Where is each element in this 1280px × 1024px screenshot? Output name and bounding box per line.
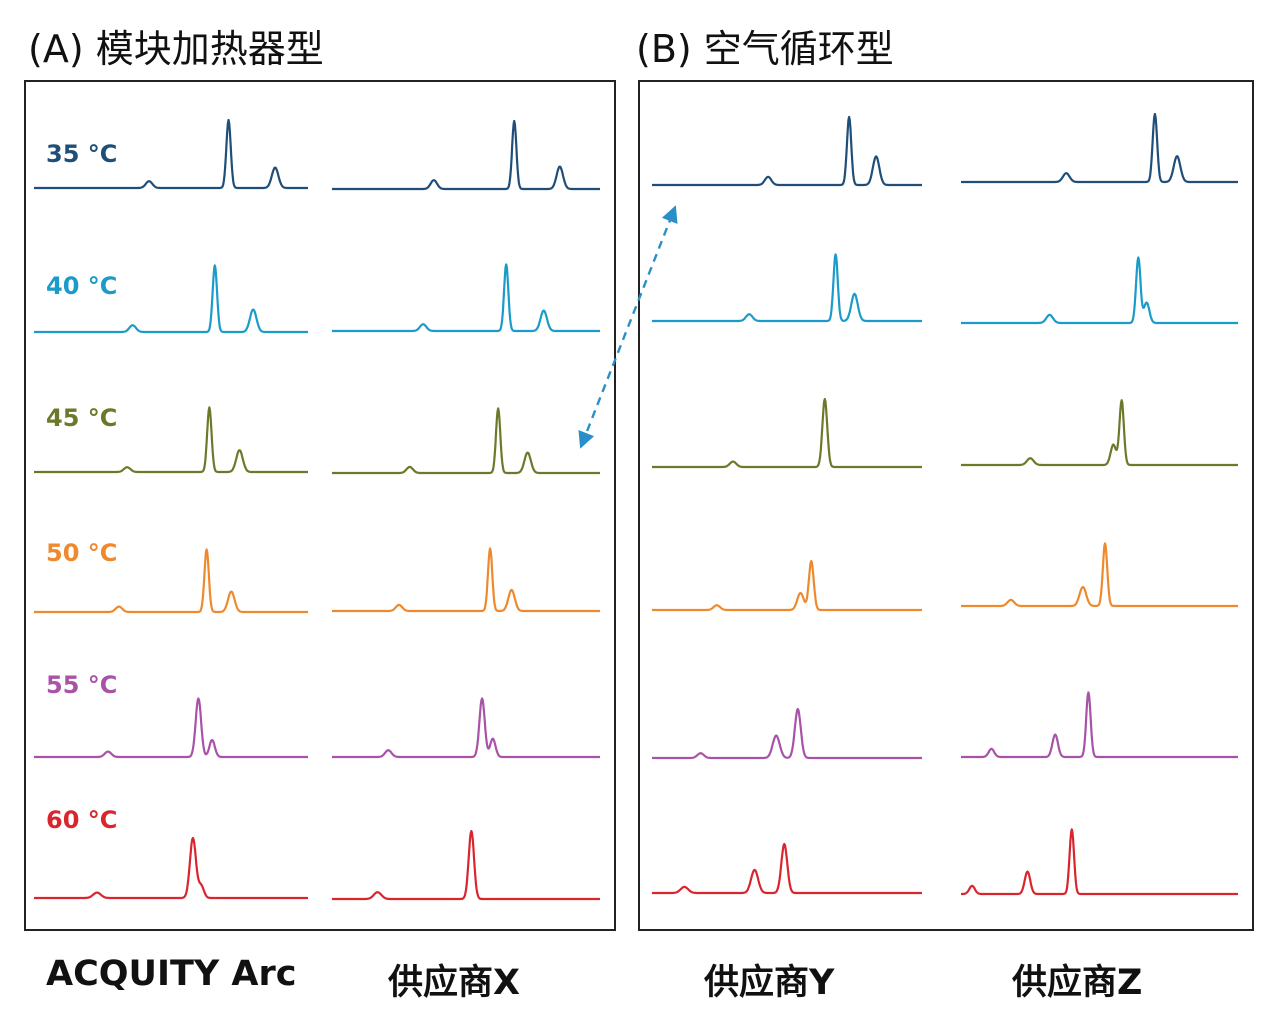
trace-col2-temp1 <box>651 253 923 323</box>
trace-col3-temp3 <box>960 542 1239 608</box>
temperature-label: 50 °C <box>46 539 118 567</box>
column-label: 供应商Y <box>704 963 835 1003</box>
column-label: 供应商Z <box>1012 963 1143 1003</box>
column-label: ACQUITY Arc <box>46 954 297 994</box>
trace-col0-temp3 <box>33 548 309 614</box>
panel-b-frame <box>638 80 1254 931</box>
trace-col1-temp3 <box>331 547 601 613</box>
column-label: 供应商X <box>388 963 520 1003</box>
trace-col0-temp2 <box>33 406 309 474</box>
trace-col1-temp0 <box>331 119 601 191</box>
panel-a-title: (A) 模块加热器型 <box>28 27 324 71</box>
trace-col1-temp4 <box>331 697 601 759</box>
panel-b-title: (B) 空气循环型 <box>636 27 894 71</box>
temperature-label: 60 °C <box>46 806 118 834</box>
trace-col2-temp5 <box>651 842 923 895</box>
comparison-arrow <box>578 205 678 449</box>
trace-col3-temp2 <box>960 399 1239 467</box>
temperature-label: 55 °C <box>46 671 118 699</box>
trace-col3-temp0 <box>960 112 1239 184</box>
trace-col1-temp2 <box>331 407 601 475</box>
trace-col2-temp4 <box>651 707 923 760</box>
temperature-label: 40 °C <box>46 272 118 300</box>
trace-col0-temp5 <box>33 836 309 900</box>
trace-col0-temp0 <box>33 118 309 190</box>
panel-a-frame <box>24 80 616 931</box>
trace-col2-temp2 <box>651 397 923 469</box>
temperature-label: 35 °C <box>46 140 118 168</box>
trace-col2-temp3 <box>651 559 923 612</box>
trace-col3-temp4 <box>960 691 1239 759</box>
trace-col0-temp4 <box>33 697 309 759</box>
trace-col1-temp1 <box>331 263 601 333</box>
trace-col1-temp5 <box>331 829 601 901</box>
trace-col2-temp0 <box>651 115 923 187</box>
trace-col0-temp1 <box>33 264 309 334</box>
trace-col3-temp1 <box>960 256 1239 325</box>
temperature-label: 45 °C <box>46 404 118 432</box>
trace-col3-temp5 <box>960 828 1239 896</box>
